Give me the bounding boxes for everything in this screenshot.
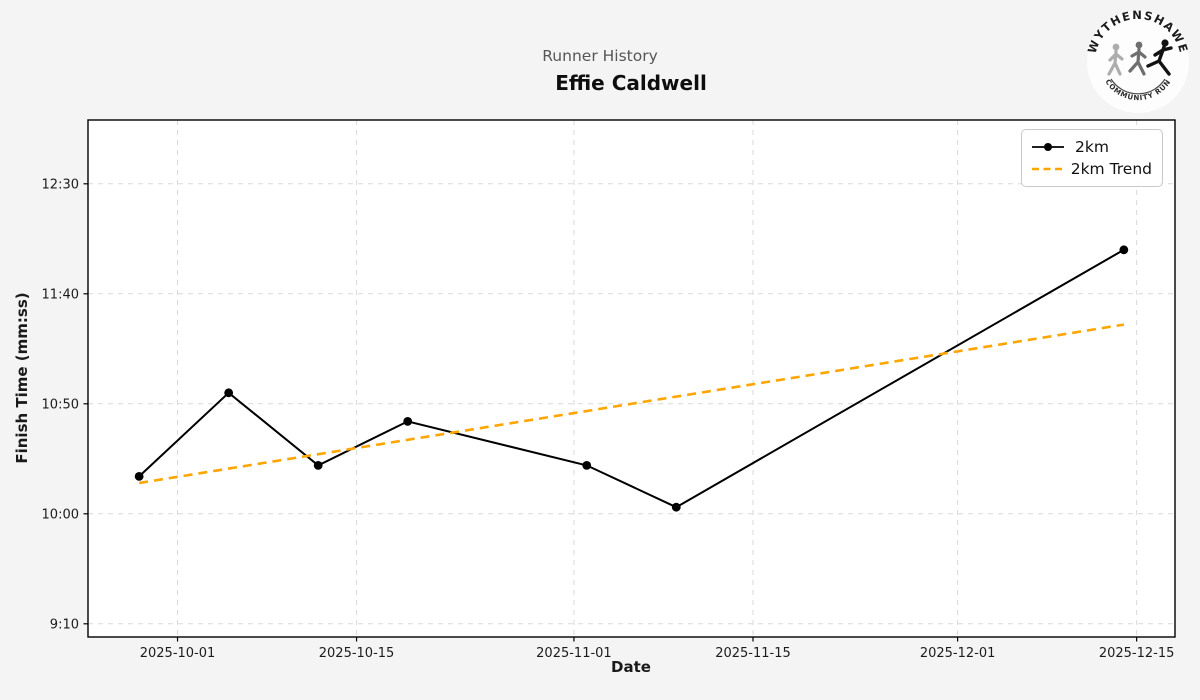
runner-icon-walker <box>1107 43 1124 76</box>
x-axis-label: Date <box>611 658 651 676</box>
svg-text:12:30: 12:30 <box>42 177 79 192</box>
svg-text:10:00: 10:00 <box>42 507 79 522</box>
legend-label-2km: 2km <box>1075 138 1109 156</box>
svg-text:10:50: 10:50 <box>42 397 79 412</box>
logo-arc-line <box>1110 78 1166 95</box>
y-axis-label: Finish Time (mm:ss) <box>13 292 31 464</box>
svg-text:2025-11-15: 2025-11-15 <box>715 646 791 661</box>
svg-text:2025-12-01: 2025-12-01 <box>920 646 996 661</box>
chart-subtitle: Runner History <box>542 47 658 65</box>
svg-text:9:10: 9:10 <box>50 617 79 632</box>
legend-label-2km-trend: 2km Trend <box>1070 160 1152 178</box>
club-logo: WYTHENSHAWE COMMUNITY RUN <box>1086 10 1190 113</box>
runner-icon-jogger <box>1128 41 1147 76</box>
svg-text:2025-10-15: 2025-10-15 <box>319 646 395 661</box>
svg-text:2025-10-01: 2025-10-01 <box>140 646 216 661</box>
legend-item-2km: 2km <box>1030 136 1152 158</box>
svg-text:2025-12-15: 2025-12-15 <box>1099 646 1175 661</box>
legend-line-sample <box>1032 143 1064 151</box>
svg-text:2025-11-01: 2025-11-01 <box>536 646 612 661</box>
legend: 2km 2km Trend <box>1021 129 1163 187</box>
svg-text:11:40: 11:40 <box>42 287 79 302</box>
chart-title: Effie Caldwell <box>555 71 707 95</box>
legend-item-2km-trend: 2km Trend <box>1030 158 1152 180</box>
runner-icon-sprinter <box>1146 39 1173 76</box>
legend-trend-sample <box>1032 167 1062 171</box>
